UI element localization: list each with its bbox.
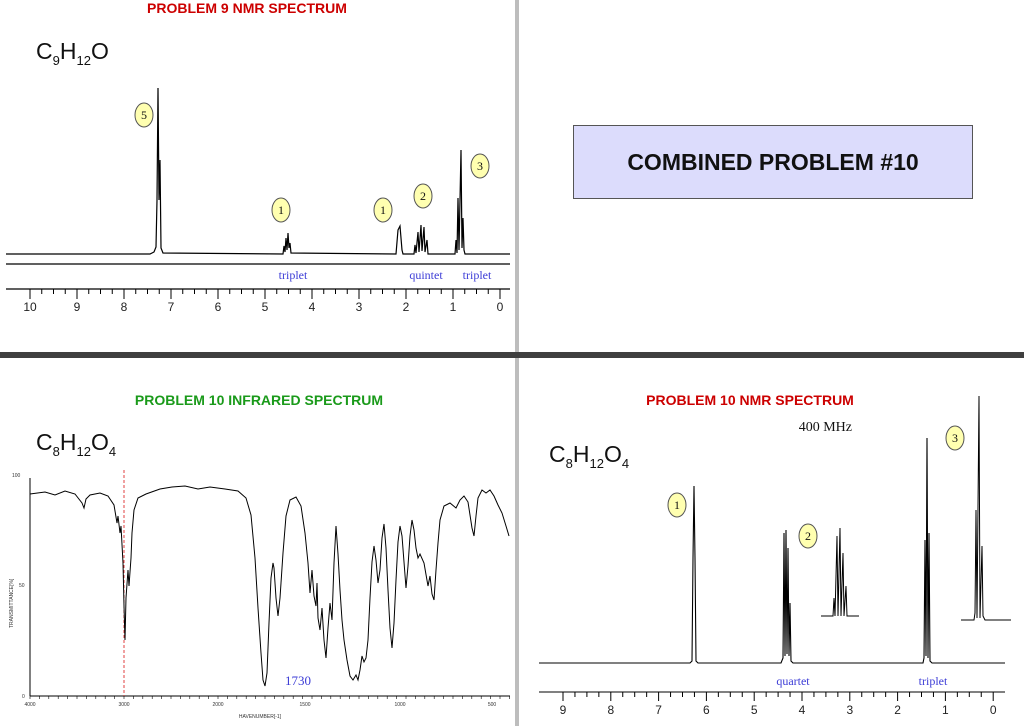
p10-tick-label-5: 5 (751, 703, 758, 717)
p10-tick-label-7: 7 (655, 703, 662, 717)
problem10-nmr-frequency: 400 MHz (799, 420, 852, 435)
p9-tick-label-10: 10 (23, 300, 37, 314)
p9-integration-badge: 5 (141, 108, 147, 122)
p10-integration-badge: 3 (952, 431, 958, 445)
ir-x-axis-label: HAVENUMBER[-1] (239, 714, 282, 720)
problem10-nmr-integration-badges: 1 2 3 (667, 425, 965, 549)
problem10-nmr-chart: PROBLEM 10 NMR SPECTRUM 400 MHz C8H12O4 … (539, 392, 1011, 717)
p9-tick-label-2: 2 (403, 300, 410, 314)
p9-tick-label-8: 8 (121, 300, 128, 314)
p9-tick-label-0: 0 (497, 300, 504, 314)
problem10-nmr-formula: C8H12O4 (549, 441, 629, 471)
problem10-annotation-quartet: quartet (776, 674, 810, 688)
ir-y-tick-0: 0 (22, 694, 25, 700)
problem9-x-ticks (29, 289, 501, 299)
problem9-nmr-trace (6, 87, 510, 255)
ir-x-tick-2000: 2000 (212, 702, 223, 708)
p10-badge-circle (798, 523, 818, 549)
p10-tick-label-6: 6 (703, 703, 710, 717)
p10-integration-badge: 1 (674, 498, 680, 512)
ir-x-ticks (29, 696, 510, 699)
horizontal-divider (0, 352, 1024, 358)
p10-tick-label-8: 8 (607, 703, 614, 717)
p9-integration-badge: 2 (420, 189, 426, 203)
problem10-nmr-title: PROBLEM 10 NMR SPECTRUM (646, 392, 854, 408)
p10-tick-label-0: 0 (990, 703, 997, 717)
p10-integration-badge: 2 (805, 529, 811, 543)
ir-y-axis-label: TRANSMITTANCE[%] (9, 578, 15, 628)
problem9-annotation-quintet: quintet (409, 268, 443, 282)
p10-tick-label-2: 2 (894, 703, 901, 717)
ir-x-tick-1000: 1000 (394, 702, 405, 708)
ir-peak-label-1730: 1730 (285, 673, 311, 688)
p9-tick-label-4: 4 (309, 300, 316, 314)
vertical-divider (515, 0, 519, 726)
p10-tick-label-3: 3 (846, 703, 853, 717)
p9-tick-label-3: 3 (356, 300, 363, 314)
problem9-nmr-chart: PROBLEM 9 NMR SPECTRUM C9H12O 10 9 8 7 6 5 4 3 2… (6, 0, 510, 314)
problem10-ir-title: PROBLEM 10 INFRARED SPECTRUM (135, 392, 383, 408)
problem9-integration-badges: 5 1 1 2 3 (134, 102, 490, 223)
problem10-ir-panel: PROBLEM 10 INFRARED SPECTRUM C8H12O4 100… (0, 358, 515, 726)
p10-tick-label-1: 1 (942, 703, 949, 717)
problem9-annotation-triplet-2: triplet (463, 268, 492, 282)
ir-x-tick-4000: 4000 (24, 702, 35, 708)
problem9-x-tick-labels: 10 9 8 7 6 5 4 3 2 1 0 (23, 300, 503, 314)
p9-tick-label-7: 7 (168, 300, 175, 314)
p9-badge-circle (134, 102, 154, 128)
p10-tick-label-4: 4 (799, 703, 806, 717)
ir-y-tick-100: 100 (12, 473, 21, 479)
p10-badge-circle (945, 425, 965, 451)
p10-tick-label-9: 9 (560, 703, 567, 717)
p9-tick-label-5: 5 (262, 300, 269, 314)
triplet-inset-trace (961, 395, 1011, 621)
problem10-ir-formula: C8H12O4 (36, 429, 116, 459)
p9-badge-circle (373, 197, 393, 223)
problem10-nmr-trace (539, 437, 1005, 664)
p9-tick-label-6: 6 (215, 300, 222, 314)
ir-x-tick-500: 500 (488, 702, 497, 708)
problem10-annotation-triplet: triplet (919, 674, 948, 688)
problem9-annotation-triplet-1: triplet (279, 268, 308, 282)
ir-y-tick-50: 50 (19, 583, 25, 589)
problem10-ir-trace (29, 485, 510, 687)
p9-badge-circle (271, 197, 291, 223)
p9-badge-circle (470, 153, 490, 179)
p9-tick-label-9: 9 (74, 300, 81, 314)
p9-integration-badge: 3 (477, 159, 483, 173)
problem9-nmr-title: PROBLEM 9 NMR SPECTRUM (147, 0, 347, 16)
p9-tick-label-1: 1 (450, 300, 457, 314)
p10-badge-circle (667, 492, 687, 518)
ir-x-tick-3000: 3000 (118, 702, 129, 708)
quartet-inset-trace (821, 527, 859, 617)
problem9-nmr-panel: PROBLEM 9 NMR SPECTRUM C9H12O 10 9 8 7 6 5 4 3 2… (0, 0, 515, 352)
problem9-formula: C9H12O (36, 38, 109, 68)
problem10-ir-chart: PROBLEM 10 INFRARED SPECTRUM C8H12O4 100… (9, 392, 510, 720)
combined-problem-box: COMBINED PROBLEM #10 (573, 125, 973, 199)
ir-x-tick-1500: 1500 (299, 702, 310, 708)
p9-integration-badge: 1 (380, 203, 386, 217)
p9-badge-circle (413, 183, 433, 209)
p9-integration-badge: 1 (278, 203, 284, 217)
combined-panel: COMBINED PROBLEM #10 (519, 0, 1024, 352)
problem10-nmr-panel: PROBLEM 10 NMR SPECTRUM 400 MHz C8H12O4 … (519, 358, 1024, 726)
problem10-nmr-x-ticks (562, 692, 994, 701)
problem10-nmr-x-tick-labels: 9 8 7 6 5 4 3 2 1 0 (560, 703, 997, 717)
